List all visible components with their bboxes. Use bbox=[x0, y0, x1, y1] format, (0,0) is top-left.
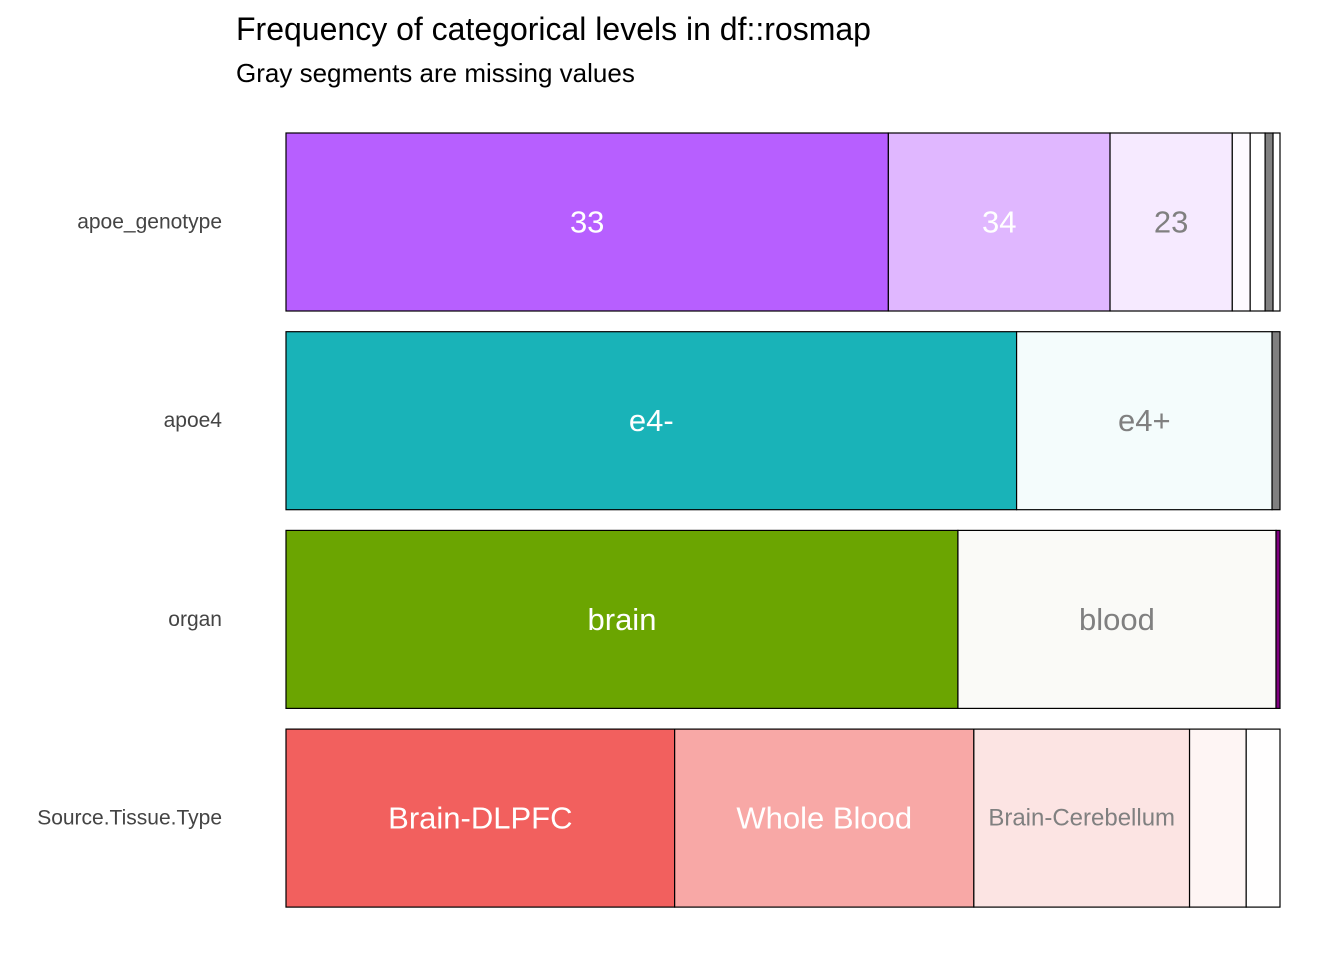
bar-segment bbox=[285, 529, 959, 710]
bar-segment bbox=[1188, 728, 1247, 908]
bar-segment bbox=[1272, 132, 1281, 312]
chart-subtitle: Gray segments are missing values bbox=[236, 58, 635, 88]
missing-segment bbox=[1271, 331, 1281, 511]
segment-label: Whole Blood bbox=[736, 801, 912, 836]
bar-segment bbox=[1231, 132, 1251, 312]
bar-segment bbox=[285, 331, 1018, 511]
bar-segment bbox=[1249, 132, 1266, 312]
bar-row-2: organ brain blood bbox=[168, 529, 1281, 710]
segment-label: 33 bbox=[570, 205, 604, 240]
segment-label: e4+ bbox=[1118, 403, 1171, 438]
row-label: apoe4 bbox=[164, 409, 223, 432]
segment-label: brain bbox=[588, 602, 657, 637]
bar-segment bbox=[973, 728, 1191, 908]
bar-segment bbox=[1245, 728, 1281, 908]
missing-segment bbox=[1264, 132, 1274, 312]
bar-segment bbox=[957, 529, 1277, 710]
bar-segment bbox=[285, 132, 889, 312]
segment-label: 34 bbox=[982, 205, 1016, 240]
row-label: Source.Tissue.Type bbox=[37, 807, 222, 830]
bar-segment bbox=[285, 728, 676, 908]
bar-rows: apoe_genotype 33 34 23 apoe4 e4- e4+ organ brain… bbox=[37, 132, 1281, 908]
bar-row-0: apoe_genotype 33 34 23 bbox=[77, 132, 1281, 312]
segment-label: e4- bbox=[629, 403, 674, 438]
segment-label: Brain-Cerebellum bbox=[988, 805, 1175, 832]
bar-segment bbox=[674, 728, 975, 908]
bar-segment bbox=[887, 132, 1111, 312]
segment-label: blood bbox=[1079, 602, 1155, 637]
segment-label: Brain-DLPFC bbox=[388, 801, 572, 836]
bar-segment bbox=[1275, 529, 1281, 710]
bar-segment bbox=[1015, 331, 1273, 511]
segment-label: 23 bbox=[1154, 205, 1188, 240]
bar-row-1: apoe4 e4- e4+ bbox=[164, 331, 1281, 511]
row-label: apoe_genotype bbox=[77, 211, 222, 234]
bar-segment bbox=[1109, 132, 1233, 312]
bar-row-3: Source.Tissue.Type Brain-DLPFC Whole Blood… bbox=[37, 728, 1281, 908]
row-label: organ bbox=[168, 608, 222, 631]
chart-title: Frequency of categorical levels in df::r… bbox=[236, 11, 871, 47]
